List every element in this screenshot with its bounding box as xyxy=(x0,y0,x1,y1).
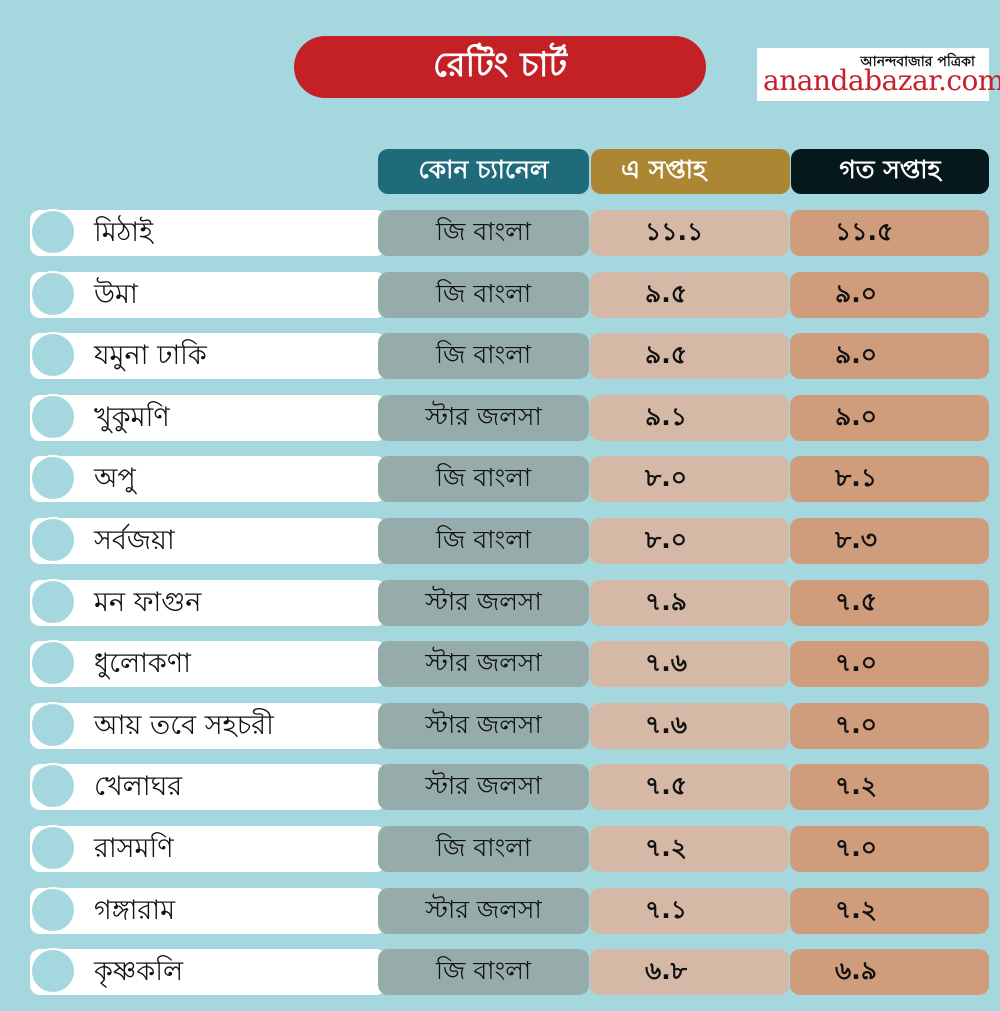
show-name: উমা xyxy=(94,279,138,310)
this-week-rating: ৬.৮ xyxy=(590,949,789,995)
table-row: খেলাঘর স্টার জলসা ৭.৫ ৭.২ xyxy=(0,763,1000,810)
table-row: আয় তবে সহচরী স্টার জলসা ৭.৬ ৭.০ xyxy=(0,702,1000,749)
rank-circle-icon xyxy=(30,271,76,317)
last-week-rating: ৭.০ xyxy=(790,826,989,872)
last-week-rating: ১১.৫ xyxy=(790,210,989,256)
this-week-rating: ৯.১ xyxy=(590,395,789,441)
show-name: যমুনা ঢাকি xyxy=(94,340,207,371)
show-name-bar xyxy=(30,764,386,810)
show-name: অপু xyxy=(94,463,136,494)
show-name: ধুলোকণা xyxy=(94,648,191,679)
show-name-bar xyxy=(30,888,386,934)
table-row: কৃষ্ণকলি জি বাংলা ৬.৮ ৬.৯ xyxy=(0,948,1000,995)
show-name-bar xyxy=(30,580,386,626)
last-week-rating: ৮.১ xyxy=(790,456,989,502)
last-week-rating: ৭.২ xyxy=(790,888,989,934)
show-name: খুকুমণি xyxy=(94,402,170,433)
rank-circle-icon xyxy=(30,209,76,255)
show-name: গঙ্গারাম xyxy=(94,895,176,926)
channel-cell: স্টার জলসা xyxy=(378,764,589,810)
chart-title: রেটিং চার্ট xyxy=(294,36,706,98)
channel-cell: জি বাংলা xyxy=(378,826,589,872)
table-row: মন ফাগুন স্টার জলসা ৭.৯ ৭.৫ xyxy=(0,579,1000,626)
show-name-bar xyxy=(30,456,386,502)
channel-cell: জি বাংলা xyxy=(378,210,589,256)
last-week-rating: ৭.০ xyxy=(790,703,989,749)
this-week-rating: ৭.৬ xyxy=(590,641,789,687)
table-row: যমুনা ঢাকি জি বাংলা ৯.৫ ৯.০ xyxy=(0,332,1000,379)
channel-cell: স্টার জলসা xyxy=(378,580,589,626)
rank-circle-icon xyxy=(30,394,76,440)
table-row: ধুলোকণা স্টার জলসা ৭.৬ ৭.০ xyxy=(0,640,1000,687)
this-week-rating: ৯.৫ xyxy=(590,272,789,318)
table-row: রাসমণি জি বাংলা ৭.২ ৭.০ xyxy=(0,825,1000,872)
show-name: খেলাঘর xyxy=(94,771,183,802)
show-name: কৃষ্ণকলি xyxy=(94,956,184,987)
show-name-bar xyxy=(30,703,386,749)
show-name-bar xyxy=(30,518,386,564)
show-name-bar xyxy=(30,826,386,872)
this-week-rating: ১১.১ xyxy=(590,210,789,256)
channel-cell: জি বাংলা xyxy=(378,272,589,318)
show-name-bar xyxy=(30,641,386,687)
table-row: মিঠাই জি বাংলা ১১.১ ১১.৫ xyxy=(0,209,1000,256)
last-week-rating: ৯.০ xyxy=(790,333,989,379)
channel-cell: স্টার জলসা xyxy=(378,641,589,687)
last-week-rating: ৭.৫ xyxy=(790,580,989,626)
logo-english-text: anandabazar.com xyxy=(763,64,1000,97)
table-row: খুকুমণি স্টার জলসা ৯.১ ৯.০ xyxy=(0,394,1000,441)
channel-cell: জি বাংলা xyxy=(378,518,589,564)
show-name: মিঠাই xyxy=(94,217,154,248)
channel-cell: স্টার জলসা xyxy=(378,395,589,441)
channel-cell: জি বাংলা xyxy=(378,456,589,502)
show-name-bar xyxy=(30,210,386,256)
show-name-bar xyxy=(30,395,386,441)
rank-circle-icon xyxy=(30,332,76,378)
show-name: সর্বজয়া xyxy=(94,525,175,556)
show-name-bar xyxy=(30,272,386,318)
this-week-rating: ৭.২ xyxy=(590,826,789,872)
this-week-rating: ৮.০ xyxy=(590,456,789,502)
table-row: অপু জি বাংলা ৮.০ ৮.১ xyxy=(0,455,1000,502)
last-week-rating: ৭.০ xyxy=(790,641,989,687)
table-row: গঙ্গারাম স্টার জলসা ৭.১ ৭.২ xyxy=(0,887,1000,934)
channel-cell: স্টার জলসা xyxy=(378,703,589,749)
rank-circle-icon xyxy=(30,763,76,809)
last-week-rating: ৬.৯ xyxy=(790,949,989,995)
logo-bengali-text: আনন্দবাজার পত্রিকা xyxy=(860,54,975,70)
last-week-rating: ৭.২ xyxy=(790,764,989,810)
rank-circle-icon xyxy=(30,887,76,933)
channel-cell: জি বাংলা xyxy=(378,333,589,379)
rank-circle-icon xyxy=(30,825,76,871)
last-week-rating: ৯.০ xyxy=(790,395,989,441)
last-week-rating: ৮.৩ xyxy=(790,518,989,564)
last-week-rating: ৯.০ xyxy=(790,272,989,318)
show-name-bar xyxy=(30,949,386,995)
channel-column-header: কোন চ্যানেল xyxy=(378,149,589,194)
this-week-rating: ৭.৯ xyxy=(590,580,789,626)
this-week-rating: ৯.৫ xyxy=(590,333,789,379)
table-row: উমা জি বাংলা ৯.৫ ৯.০ xyxy=(0,271,1000,318)
rank-circle-icon xyxy=(30,702,76,748)
rank-circle-icon xyxy=(30,455,76,501)
this-week-column-header: এ সপ্তাহ xyxy=(591,149,790,194)
show-name: আয় তবে সহচরী xyxy=(94,710,274,741)
channel-cell: জি বাংলা xyxy=(378,949,589,995)
show-name: রাসমণি xyxy=(94,833,174,864)
table-row: সর্বজয়া জি বাংলা ৮.০ ৮.৩ xyxy=(0,517,1000,564)
rank-circle-icon xyxy=(30,579,76,625)
this-week-rating: ৭.১ xyxy=(590,888,789,934)
chart-title-text: রেটিং চার্ট xyxy=(433,44,567,85)
rank-circle-icon xyxy=(30,948,76,994)
this-week-rating: ৭.৬ xyxy=(590,703,789,749)
last-week-column-header: গত সপ্তাহ xyxy=(791,149,989,194)
rank-circle-icon xyxy=(30,517,76,563)
channel-cell: স্টার জলসা xyxy=(378,888,589,934)
show-name-bar xyxy=(30,333,386,379)
rank-circle-icon xyxy=(30,640,76,686)
this-week-rating: ৮.০ xyxy=(590,518,789,564)
show-name: মন ফাগুন xyxy=(94,587,202,618)
this-week-rating: ৭.৫ xyxy=(590,764,789,810)
anandabazar-logo[interactable]: আনন্দবাজার পত্রিকা anandabazar.com xyxy=(757,48,1000,101)
